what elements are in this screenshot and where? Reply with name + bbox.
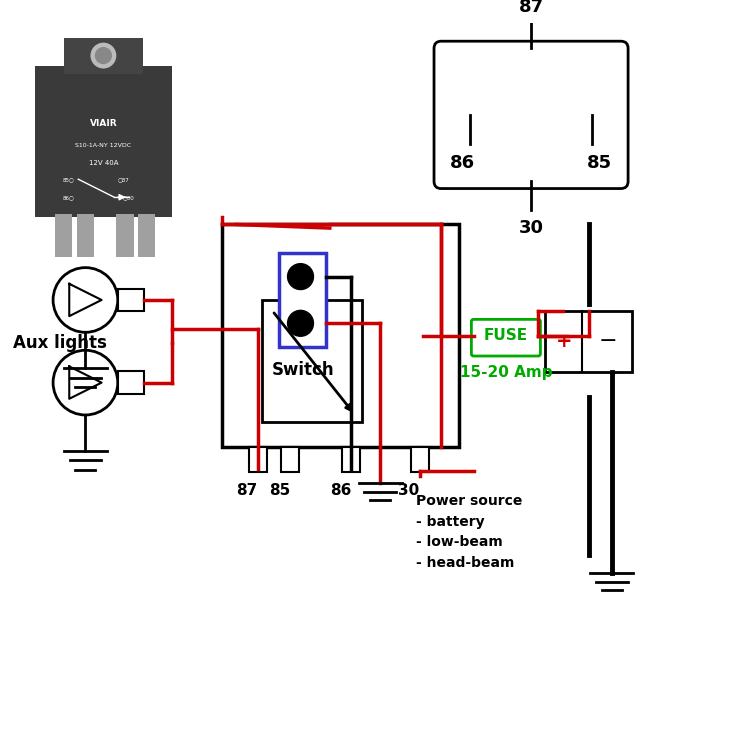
Circle shape xyxy=(288,310,314,336)
Bar xyxy=(64,38,143,73)
Circle shape xyxy=(53,350,118,415)
Circle shape xyxy=(53,268,118,332)
FancyBboxPatch shape xyxy=(434,42,628,188)
Text: Aux lights: Aux lights xyxy=(13,334,107,352)
Text: FUSE: FUSE xyxy=(484,329,528,344)
Bar xyxy=(118,371,144,394)
Text: 85○: 85○ xyxy=(63,177,74,182)
Circle shape xyxy=(91,42,116,68)
Bar xyxy=(545,311,631,372)
Text: 85: 85 xyxy=(269,483,290,498)
Text: 85: 85 xyxy=(587,154,612,172)
Bar xyxy=(411,447,428,473)
Bar xyxy=(55,214,72,257)
Text: VIAIR: VIAIR xyxy=(90,119,117,128)
Text: 30: 30 xyxy=(519,219,544,237)
Text: −: − xyxy=(599,331,618,351)
FancyBboxPatch shape xyxy=(471,319,540,356)
Bar xyxy=(281,447,300,473)
Bar xyxy=(222,225,459,447)
Text: Switch: Switch xyxy=(272,361,334,379)
Circle shape xyxy=(288,263,314,289)
Bar xyxy=(118,289,144,312)
Bar xyxy=(35,66,171,217)
Bar xyxy=(261,300,362,422)
Bar xyxy=(280,253,326,347)
Circle shape xyxy=(95,47,112,65)
Text: S10-1A-NY 12VDC: S10-1A-NY 12VDC xyxy=(75,143,132,148)
Text: 87: 87 xyxy=(236,483,258,498)
Bar xyxy=(77,214,94,257)
Text: Power source
- battery
- low-beam
- head-beam: Power source - battery - low-beam - head… xyxy=(416,494,523,570)
Text: 87: 87 xyxy=(518,0,544,16)
Bar xyxy=(249,447,267,473)
Bar xyxy=(116,214,133,257)
Text: ○87: ○87 xyxy=(118,177,130,182)
Text: 86: 86 xyxy=(450,154,475,172)
Bar xyxy=(138,214,155,257)
Text: 12V 40A: 12V 40A xyxy=(88,160,118,165)
Text: 15-20 Amp: 15-20 Amp xyxy=(459,364,552,380)
Bar xyxy=(342,447,361,473)
Text: +: + xyxy=(556,332,573,351)
Text: 30: 30 xyxy=(398,483,420,498)
Text: 86: 86 xyxy=(330,483,351,498)
Text: 86○: 86○ xyxy=(63,194,74,200)
Text: ○30: ○30 xyxy=(123,194,135,200)
